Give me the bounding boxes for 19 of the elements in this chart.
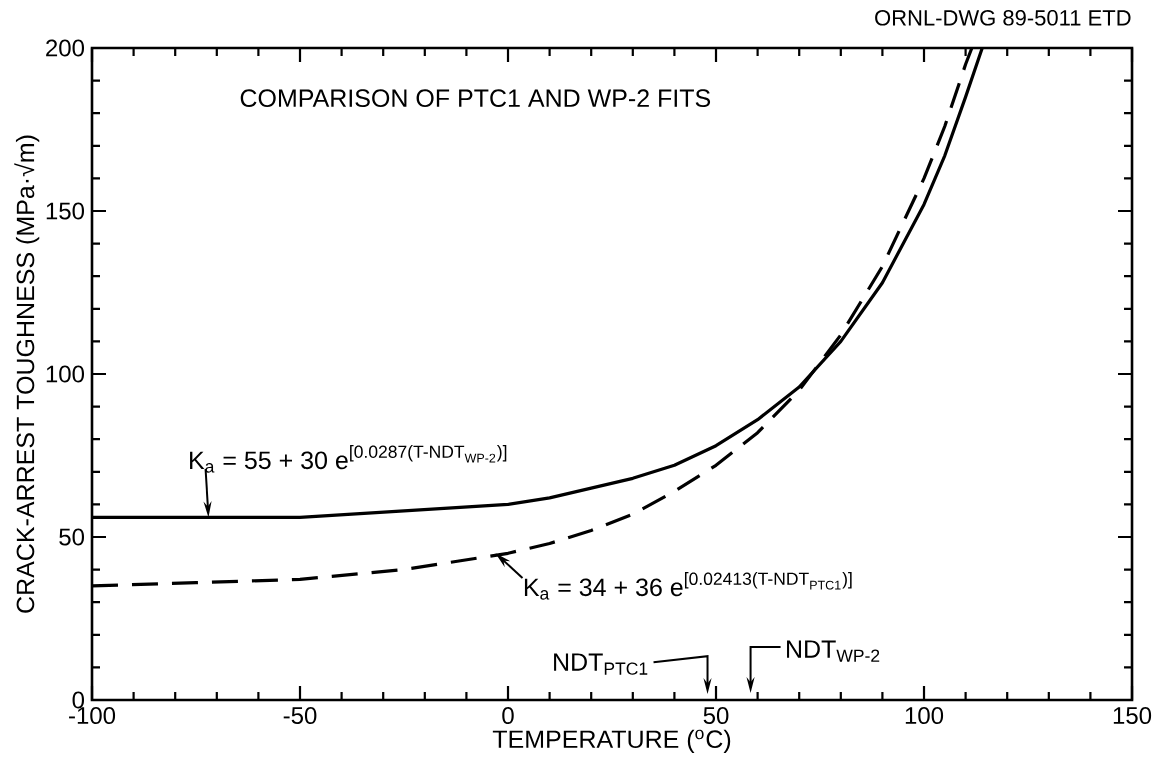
text: COMPARISON OF PTC1 AND WP-2 FITS	[240, 89, 711, 108]
x-tick-label: -100	[69, 707, 116, 725]
y-tick-label: 0	[72, 691, 85, 709]
y-tick-label: 50	[59, 528, 85, 546]
x-tick-label: 150	[1113, 707, 1152, 725]
y-axis-title: CRACK-ARREST TOUGHNESS (MPa·√m)	[14, 135, 40, 613]
x-tick-label: 50	[703, 707, 729, 725]
y-tick-label: 100	[46, 365, 85, 383]
annotation: NDT$_{PTC1}$	[554, 653, 648, 675]
x-axis-title: TEMPERATURE ($^{o}$C)	[492, 729, 731, 754]
y-tick-label: 200	[46, 39, 85, 57]
x-tick-label: 0	[502, 707, 514, 725]
annotation: $\text{K}_{\text{a}}\text{ = 55 + 30 e}^{\text{[0.0287(T-NDT}_{\text{WP-2}}\text{)]}}$	[190, 445, 507, 473]
text: ORNL-DWG 89-5011 ETD	[875, 10, 1131, 26]
annotation: $\text{K}_{\text{a}}\text{ = 34 + 36 e}^{\text{[0.02413(T-NDT}_{\text{PTC1}}\text{)]}}$	[524, 572, 852, 600]
x-tick-label: 100	[905, 707, 944, 725]
y-tick-label: 150	[46, 202, 85, 220]
x-tick-label: -50	[283, 707, 317, 725]
annotation: NDT$_{WP-2}$	[787, 640, 880, 662]
